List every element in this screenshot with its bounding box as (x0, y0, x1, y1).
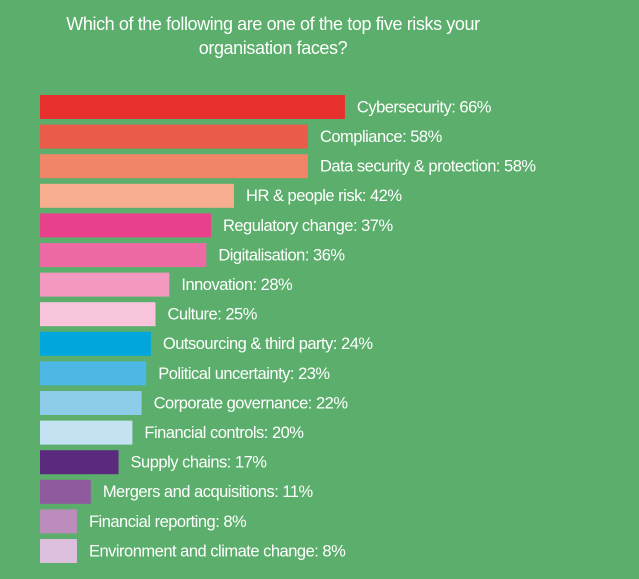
bar (40, 539, 77, 563)
bar-label: Financial reporting: 8% (89, 513, 247, 531)
bar-label: HR & people risk: 42% (246, 187, 402, 205)
bar-label: Culture: 25% (168, 306, 258, 324)
bar (40, 479, 91, 504)
bar (40, 361, 147, 386)
chart-title: Which of the following are one of the to… (66, 14, 480, 58)
bar-label: Outsourcing & third party: 24% (163, 335, 374, 353)
bar (40, 302, 156, 327)
bar (40, 124, 308, 149)
bar (40, 272, 170, 297)
bar-label: Supply chains: 17% (131, 454, 268, 472)
bar (40, 183, 235, 208)
bar-label: Data security & protection: 58% (320, 158, 536, 176)
bar (40, 509, 77, 534)
bar-label: Environment and climate change: 8% (89, 542, 346, 560)
bar (40, 154, 308, 179)
bar (40, 420, 133, 445)
bar (40, 450, 119, 475)
bar (40, 95, 345, 119)
bar (40, 391, 142, 415)
bar (40, 213, 211, 238)
bar-label: Political uncertainty: 23% (158, 365, 330, 383)
bar-label: Cybersecurity: 66% (357, 98, 492, 116)
bar-label: Regulatory change: 37% (223, 217, 394, 235)
bar (40, 243, 207, 267)
bar-label: Compliance: 58% (320, 128, 443, 146)
bar-label: Innovation: 28% (181, 276, 293, 294)
bar-label: Digitalisation: 36% (218, 246, 345, 264)
bar-label: Mergers and acquisitions: 11% (103, 483, 314, 501)
bar-label: Financial controls: 20% (144, 424, 304, 442)
bar-label: Corporate governance: 22% (154, 394, 349, 412)
bar (40, 331, 151, 356)
